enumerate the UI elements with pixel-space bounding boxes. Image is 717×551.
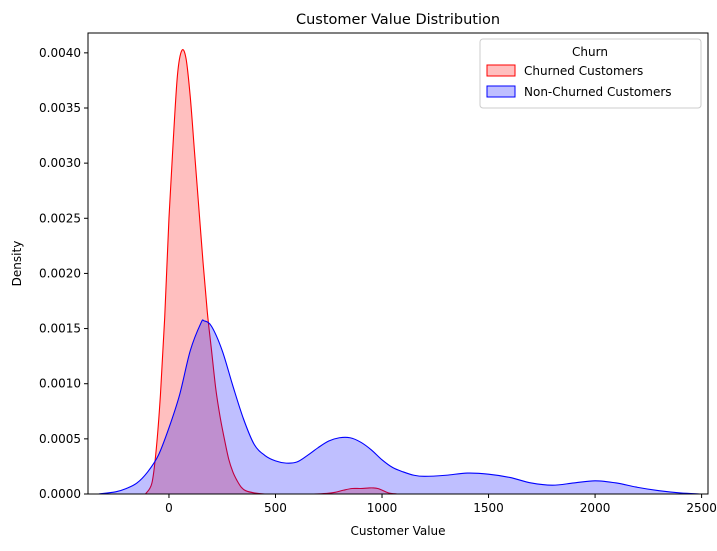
legend-swatch-non-churned — [486, 85, 516, 98]
legend-box — [479, 38, 702, 109]
legend-label-non-churned: Non-Churned Customers — [524, 85, 672, 99]
y-tick-label: 0.0015 — [39, 322, 81, 336]
legend: Churn Churned Customers Non-Churned Cust… — [479, 38, 702, 109]
legend-swatch-churned — [486, 64, 516, 77]
x-axis-label: Customer Value — [350, 524, 445, 538]
series-area-churned-customers — [145, 49, 397, 494]
chart-title: Customer Value Distribution — [296, 12, 500, 28]
y-tick-label: 0.0020 — [39, 266, 81, 280]
series-line-non-churned-customers — [98, 319, 700, 495]
x-tick-label: 1000 — [367, 501, 398, 515]
y-axis: 0.0000 0.0005 0.0010 0.0015 0.0020 0.0025 0.00… — [39, 46, 88, 501]
y-tick-label: 0.0010 — [39, 377, 81, 391]
y-tick-label: 0.0030 — [39, 156, 81, 170]
x-tick-label: 500 — [264, 501, 287, 515]
legend-title: Churn — [572, 45, 608, 59]
series-line-churned-customers — [145, 49, 397, 495]
series-layer — [98, 49, 700, 495]
x-tick-label: 2000 — [580, 501, 611, 515]
y-axis-label: Density — [10, 241, 24, 287]
y-tick-label: 0.0040 — [39, 46, 81, 60]
x-tick-label: 0 — [165, 501, 173, 515]
y-tick-label: 0.0025 — [39, 211, 81, 225]
y-tick-label: 0.0000 — [39, 487, 81, 501]
legend-label-churned: Churned Customers — [524, 64, 643, 78]
y-tick-label: 0.0035 — [39, 101, 81, 115]
x-tick-label: 2500 — [686, 501, 717, 515]
y-tick-label: 0.0005 — [39, 432, 81, 446]
x-tick-label: 1500 — [473, 501, 504, 515]
plot-frame — [87, 32, 709, 495]
series-area-non-churned-customers — [98, 319, 700, 494]
x-axis: 0 500 1000 1500 2000 2500 — [165, 494, 717, 515]
